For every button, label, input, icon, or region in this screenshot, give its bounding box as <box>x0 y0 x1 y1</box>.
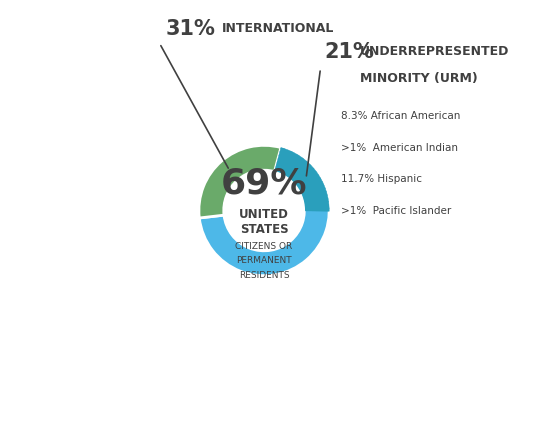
Text: INTERNATIONAL: INTERNATIONAL <box>222 22 334 35</box>
Text: RESIDENTS: RESIDENTS <box>238 271 289 280</box>
Text: 8.3% African American: 8.3% African American <box>341 112 461 121</box>
Text: UNITED: UNITED <box>239 208 289 221</box>
Text: MINORITY (URM): MINORITY (URM) <box>360 72 478 85</box>
Text: 21%: 21% <box>325 42 375 61</box>
Text: 31%: 31% <box>166 19 216 39</box>
Wedge shape <box>199 148 329 276</box>
Wedge shape <box>199 145 281 218</box>
Text: >1%  Pacific Islander: >1% Pacific Islander <box>341 205 451 216</box>
Text: 11.7% Hispanic: 11.7% Hispanic <box>341 174 422 184</box>
Text: PERMANENT: PERMANENT <box>236 256 292 265</box>
Text: CITIZENS OR: CITIZENS OR <box>235 242 293 250</box>
Text: UNDERREPRESENTED: UNDERREPRESENTED <box>360 45 509 58</box>
Text: STATES: STATES <box>240 223 288 236</box>
Text: >1%  American Indian: >1% American Indian <box>341 143 459 153</box>
Circle shape <box>224 170 305 251</box>
Wedge shape <box>274 148 329 211</box>
Text: 69%: 69% <box>221 166 307 200</box>
